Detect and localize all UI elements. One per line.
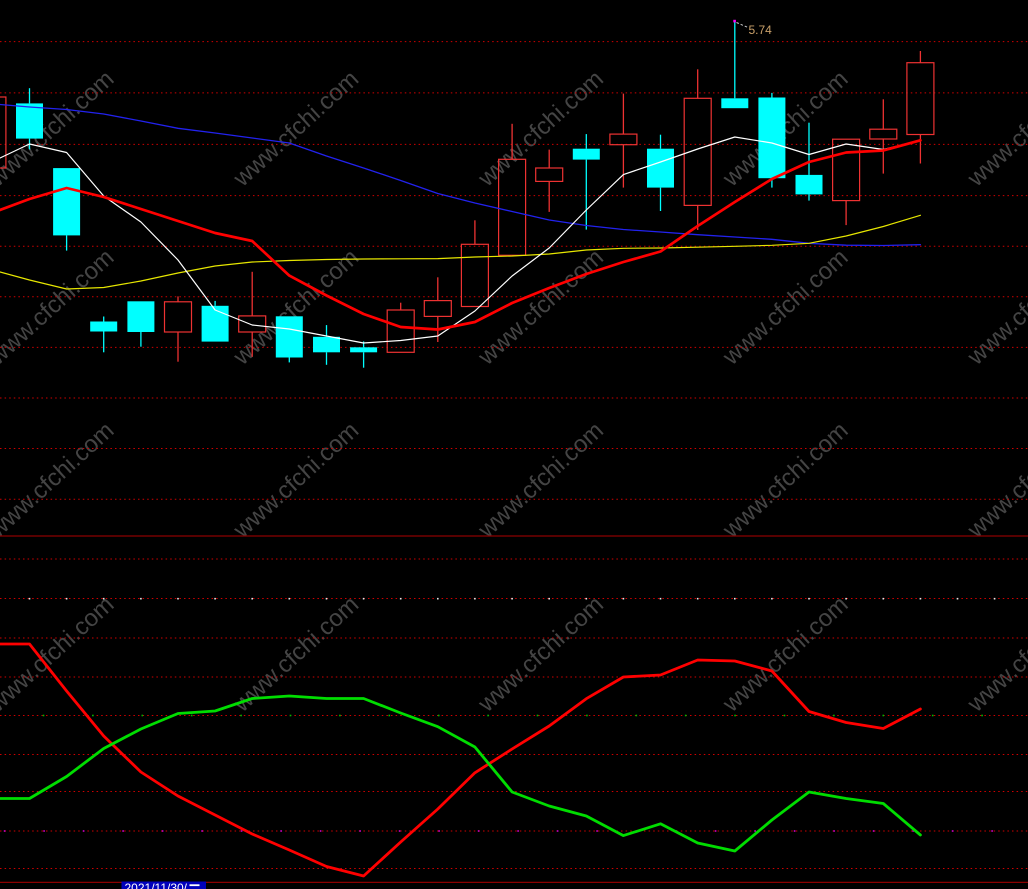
svg-text:5.74: 5.74 [749, 23, 773, 37]
svg-text:2021/11/30/: 2021/11/30/ [125, 881, 188, 889]
